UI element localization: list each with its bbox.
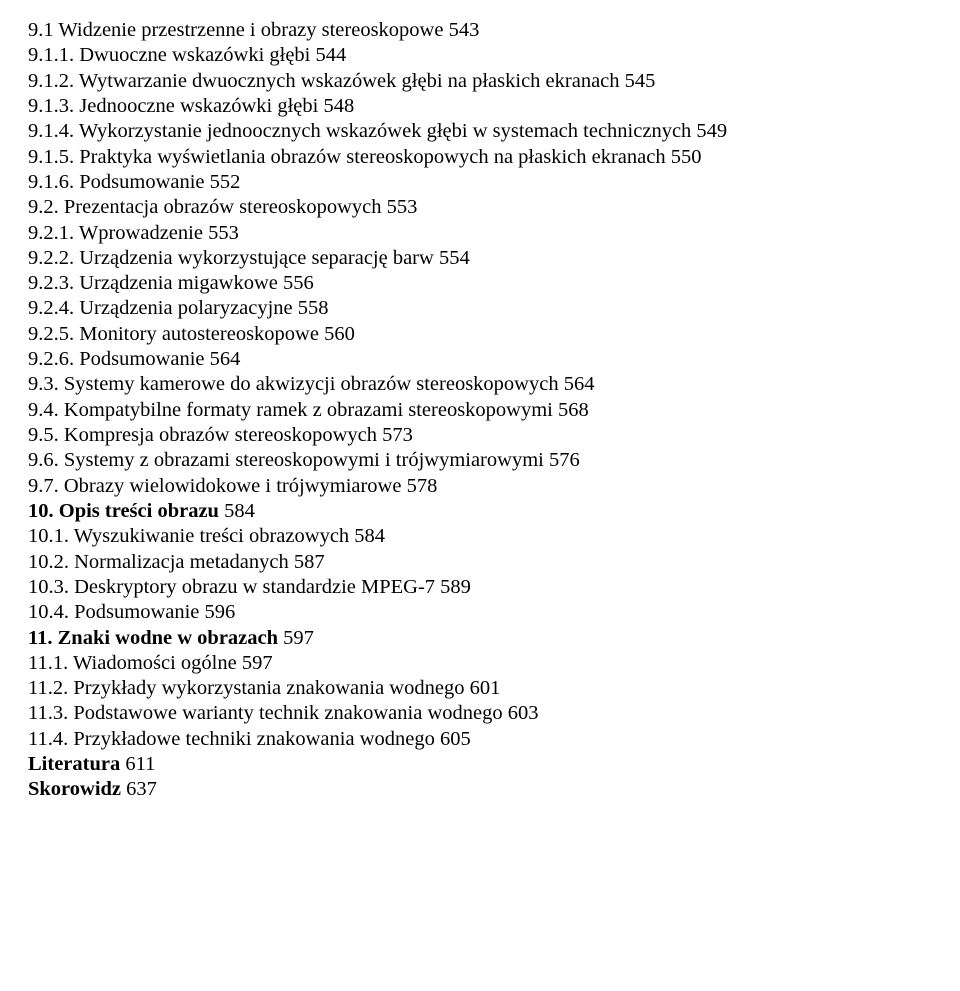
toc-line-text: 9.3. Systemy kamerowe do akwizycji obraz… bbox=[28, 373, 594, 395]
toc-line-text: 11.3. Podstawowe warianty technik znakow… bbox=[28, 702, 538, 724]
toc-line-text: 9.1.4. Wykorzystanie jednoocznych wskazó… bbox=[28, 120, 727, 142]
toc-line-text: 11.1. Wiadomości ogólne 597 bbox=[28, 652, 273, 674]
toc-line-title-bold: 11. Znaki wodne w obrazach bbox=[28, 627, 278, 649]
toc-line: 10.4. Podsumowanie 596 bbox=[28, 600, 932, 625]
toc-line: Skorowidz 637 bbox=[28, 777, 932, 802]
toc-line-text: 9.5. Kompresja obrazów stereoskopowych 5… bbox=[28, 424, 413, 446]
toc-line: 9.2.3. Urządzenia migawkowe 556 bbox=[28, 271, 932, 296]
toc-line-text: 10.2. Normalizacja metadanych 587 bbox=[28, 551, 325, 573]
toc-line: 9.6. Systemy z obrazami stereoskopowymi … bbox=[28, 448, 932, 473]
toc-line-text: 9.7. Obrazy wielowidokowe i trójwymiarow… bbox=[28, 475, 437, 497]
toc-line-text: 10.3. Deskryptory obrazu w standardzie M… bbox=[28, 576, 471, 598]
toc-line-text: 10.4. Podsumowanie 596 bbox=[28, 601, 235, 623]
toc-line-title-bold: 10. Opis treści obrazu bbox=[28, 500, 219, 522]
toc-line-text: 9.1.2. Wytwarzanie dwuocznych wskazówek … bbox=[28, 70, 655, 92]
toc-line: 11.3. Podstawowe warianty technik znakow… bbox=[28, 701, 932, 726]
toc-line: 10. Opis treści obrazu 584 bbox=[28, 499, 932, 524]
toc-line: 9.1.5. Praktyka wyświetlania obrazów ste… bbox=[28, 145, 932, 170]
toc-line: 9.1 Widzenie przestrzenne i obrazy stere… bbox=[28, 18, 932, 43]
toc-line: 10.2. Normalizacja metadanych 587 bbox=[28, 550, 932, 575]
toc-line: 9.1.6. Podsumowanie 552 bbox=[28, 170, 932, 195]
toc-line: 9.2.1. Wprowadzenie 553 bbox=[28, 221, 932, 246]
toc-line-text: 9.2.6. Podsumowanie 564 bbox=[28, 348, 240, 370]
toc-line: 9.2. Prezentacja obrazów stereoskopowych… bbox=[28, 195, 932, 220]
toc-line-text: 9.2.5. Monitory autostereoskopowe 560 bbox=[28, 323, 355, 345]
toc-line-page: 597 bbox=[278, 627, 314, 649]
toc-line-text: 10.1. Wyszukiwanie treści obrazowych 584 bbox=[28, 525, 385, 547]
toc-line: 11.4. Przykładowe techniki znakowania wo… bbox=[28, 727, 932, 752]
toc-line-text: 9.2.1. Wprowadzenie 553 bbox=[28, 222, 239, 244]
toc-line: 9.5. Kompresja obrazów stereoskopowych 5… bbox=[28, 423, 932, 448]
document-page: 9.1 Widzenie przestrzenne i obrazy stere… bbox=[0, 0, 960, 991]
toc-line-text: 9.2.4. Urządzenia polaryzacyjne 558 bbox=[28, 297, 329, 319]
toc-line: 9.1.4. Wykorzystanie jednoocznych wskazó… bbox=[28, 119, 932, 144]
toc-line: 11. Znaki wodne w obrazach 597 bbox=[28, 626, 932, 651]
toc-line-page: 584 bbox=[219, 500, 255, 522]
toc-line-text: 9.1.6. Podsumowanie 552 bbox=[28, 171, 240, 193]
toc-line-text: 9.4. Kompatybilne formaty ramek z obraza… bbox=[28, 399, 589, 421]
toc-line-title-bold: Literatura bbox=[28, 753, 120, 775]
toc-line: 10.1. Wyszukiwanie treści obrazowych 584 bbox=[28, 524, 932, 549]
toc-line: 10.3. Deskryptory obrazu w standardzie M… bbox=[28, 575, 932, 600]
toc-line: 9.2.6. Podsumowanie 564 bbox=[28, 347, 932, 372]
toc-line-text: 9.6. Systemy z obrazami stereoskopowymi … bbox=[28, 449, 580, 471]
toc-line: 9.2.5. Monitory autostereoskopowe 560 bbox=[28, 322, 932, 347]
toc-line-text: 9.2.3. Urządzenia migawkowe 556 bbox=[28, 272, 314, 294]
toc-line-text: 11.2. Przykłady wykorzystania znakowania… bbox=[28, 677, 500, 699]
toc-line-text: 9.2. Prezentacja obrazów stereoskopowych… bbox=[28, 196, 417, 218]
toc-line-page: 637 bbox=[121, 778, 157, 800]
toc-line: 9.1.1. Dwuoczne wskazówki głębi 544 bbox=[28, 43, 932, 68]
toc-line-text: 9.1.3. Jednooczne wskazówki głębi 548 bbox=[28, 95, 354, 117]
toc-line-title-bold: Skorowidz bbox=[28, 778, 121, 800]
toc-line: 11.1. Wiadomości ogólne 597 bbox=[28, 651, 932, 676]
toc-line: 9.2.2. Urządzenia wykorzystujące separac… bbox=[28, 246, 932, 271]
toc-line: 9.4. Kompatybilne formaty ramek z obraza… bbox=[28, 398, 932, 423]
toc-line: 9.1.2. Wytwarzanie dwuocznych wskazówek … bbox=[28, 69, 932, 94]
toc-line: 9.3. Systemy kamerowe do akwizycji obraz… bbox=[28, 372, 932, 397]
toc-line: 11.2. Przykłady wykorzystania znakowania… bbox=[28, 676, 932, 701]
toc-line: Literatura 611 bbox=[28, 752, 932, 777]
toc-line-page: 611 bbox=[120, 753, 155, 775]
toc-line-text: 9.2.2. Urządzenia wykorzystujące separac… bbox=[28, 247, 470, 269]
toc-line: 9.1.3. Jednooczne wskazówki głębi 548 bbox=[28, 94, 932, 119]
toc-line: 9.7. Obrazy wielowidokowe i trójwymiarow… bbox=[28, 474, 932, 499]
toc-line-text: 9.1.1. Dwuoczne wskazówki głębi 544 bbox=[28, 44, 346, 66]
toc-line-text: 11.4. Przykładowe techniki znakowania wo… bbox=[28, 728, 471, 750]
toc-line: 9.2.4. Urządzenia polaryzacyjne 558 bbox=[28, 296, 932, 321]
toc-line-text: 9.1 Widzenie przestrzenne i obrazy stere… bbox=[28, 19, 479, 41]
toc-line-text: 9.1.5. Praktyka wyświetlania obrazów ste… bbox=[28, 146, 701, 168]
